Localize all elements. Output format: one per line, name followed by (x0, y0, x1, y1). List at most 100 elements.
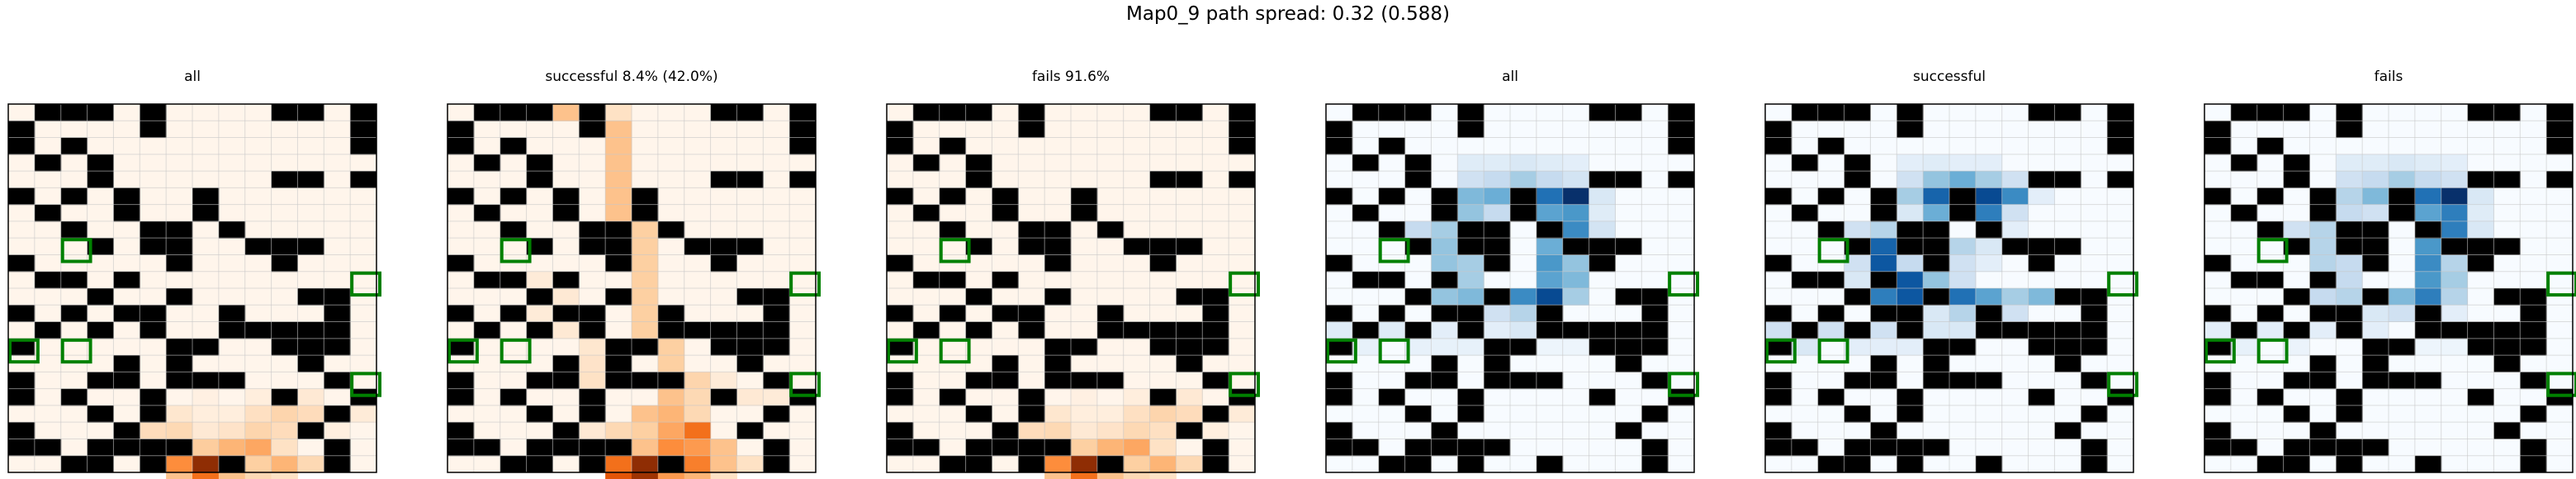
heat-cell (297, 405, 324, 423)
wall-cell (1044, 254, 1072, 273)
wall-cell (736, 104, 764, 121)
heat-cell (2441, 204, 2469, 222)
wall-cell (605, 372, 632, 390)
wall-cell (2389, 204, 2416, 222)
wall-cell (526, 439, 553, 457)
goal-marker (1668, 372, 1699, 397)
wall-cell (1071, 338, 1098, 356)
wall-cell (60, 388, 88, 406)
panel-title: all (1502, 69, 1518, 85)
wall-cell (2054, 355, 2081, 372)
heat-cell (1589, 187, 1616, 206)
wall-cell (605, 238, 632, 255)
wall-cell (939, 305, 967, 323)
wall-cell (473, 154, 501, 172)
heat-cell (1229, 405, 1256, 423)
heat-cell (1975, 254, 2003, 273)
wall-cell (2107, 137, 2134, 155)
wall-cell (1378, 104, 1406, 121)
wall-cell (1202, 305, 1229, 323)
wall-cell (1149, 254, 1177, 273)
wall-cell (579, 238, 606, 255)
wall-cell (1615, 238, 1642, 255)
wall-cell (887, 254, 914, 273)
wall-cell (500, 388, 528, 406)
wall-cell (1484, 221, 1511, 239)
wall-cell (1404, 288, 1432, 306)
heat-cell (2001, 171, 2029, 188)
goal-marker (1229, 372, 1260, 397)
wall-cell (763, 405, 790, 423)
wall-cell (736, 171, 764, 188)
heat-cell (632, 472, 659, 479)
wall-cell (297, 288, 324, 306)
wall-cell (2204, 388, 2232, 406)
heat-cell (166, 405, 193, 423)
heat-cell (1536, 187, 1564, 206)
wall-cell (1202, 455, 1229, 473)
wall-cell (1536, 221, 1564, 239)
wall-cell (2389, 187, 2416, 206)
wall-cell (2362, 221, 2389, 239)
heat-cell (1536, 171, 1564, 188)
wall-cell (2309, 305, 2337, 323)
goal-marker (789, 372, 822, 397)
wall-cell (1975, 455, 2003, 473)
wall-cell (939, 221, 967, 239)
wall-cell (2546, 121, 2574, 139)
wall-cell (2546, 137, 2574, 155)
wall-cell (2230, 154, 2258, 172)
wall-cell (1536, 372, 1564, 390)
wall-cell (1765, 121, 1792, 139)
heat-cell (1975, 187, 2003, 206)
goal-marker (887, 338, 918, 364)
heat-cell (1457, 338, 1485, 356)
wall-cell (1791, 271, 1819, 289)
wall-cell (2054, 338, 2081, 356)
wall-cell (87, 238, 114, 255)
wall-cell (1562, 321, 1590, 339)
wall-cell (579, 305, 606, 323)
wall-cell (244, 321, 272, 339)
wall-cell (1176, 104, 1203, 121)
wall-cell (1923, 254, 1950, 273)
wall-cell (324, 288, 351, 306)
wall-cell (2467, 104, 2494, 121)
wall-cell (2283, 321, 2310, 339)
wall-cell (2256, 271, 2285, 289)
goal-marker (1378, 338, 1410, 364)
heat-cell (632, 405, 659, 423)
heat-cell (552, 288, 580, 306)
heat-cell (710, 439, 737, 457)
heat-cell (1378, 321, 1406, 339)
wall-cell (763, 305, 790, 323)
wall-cell (1615, 321, 1642, 339)
wall-cell (1536, 321, 1564, 339)
wall-cell (2309, 372, 2337, 390)
wall-cell (500, 137, 528, 155)
wall-cell (297, 355, 324, 372)
heat-cell (1326, 321, 1353, 339)
wall-cell (992, 271, 1019, 289)
wall-cell (1404, 372, 1432, 390)
heat-cell (1484, 171, 1511, 188)
heat-cell (2441, 187, 2469, 206)
wall-cell (1431, 439, 1458, 457)
heat-cell (166, 422, 193, 439)
heat-cell (657, 439, 685, 457)
wall-cell (1668, 121, 1695, 139)
wall-cell (113, 355, 140, 372)
wall-cell (1817, 455, 1845, 473)
heat-cell (1202, 422, 1229, 439)
wall-cell (992, 355, 1019, 372)
goal-marker (350, 271, 381, 297)
heat-cell (1949, 238, 1977, 255)
heat-cell (2336, 154, 2363, 172)
wall-cell (1949, 204, 1977, 222)
wall-cell (1562, 238, 1590, 255)
wall-cell (2414, 455, 2442, 473)
wall-cell (579, 388, 606, 406)
heat-cell (2309, 254, 2337, 273)
wall-cell (1404, 154, 1432, 172)
heat-cell (2414, 254, 2442, 273)
